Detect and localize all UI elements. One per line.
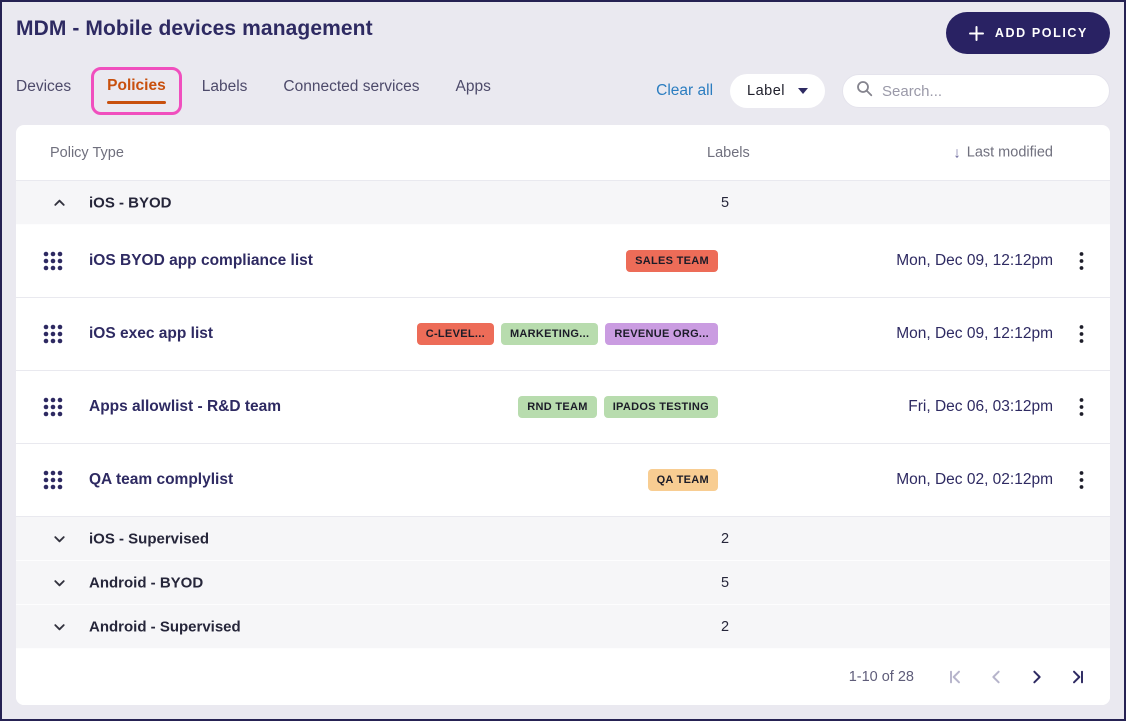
label-filter-value: Label	[747, 83, 785, 99]
group-name: Android - BYOD	[89, 574, 204, 591]
group-row[interactable]: Android - Supervised 2	[16, 605, 1110, 649]
expand-collapse-chevron-icon[interactable]	[52, 531, 67, 546]
group-name: iOS - Supervised	[89, 530, 210, 547]
last-modified-value: Fri, Dec 06, 03:12pm	[908, 398, 1053, 415]
label-badge: C-LEVEL...	[416, 323, 494, 345]
policy-row: iOS BYOD app compliance list SALES TEAM …	[16, 225, 1110, 298]
chevron-down-icon	[798, 88, 808, 94]
last-modified-label: Last modified	[966, 144, 1053, 161]
label-badges: C-LEVEL... MARKETING... REVENUE ORG...	[416, 323, 718, 345]
tab-policies[interactable]: Policies	[91, 67, 182, 115]
tab-active-underline	[456, 102, 491, 105]
tab-label: Connected services	[283, 77, 420, 95]
kebab-menu-icon[interactable]	[1077, 469, 1086, 492]
first-page-icon	[950, 670, 960, 684]
policy-row: Apps allowlist - R&D team RND TEAM IPADOS…	[16, 371, 1110, 444]
policies-table: Policy Type Labels ↓ Last modified iOS -…	[16, 125, 1110, 705]
group-row[interactable]: iOS - BYOD 5	[16, 181, 1110, 225]
group-label-count: 2	[720, 618, 730, 635]
tab-label: Policies	[107, 77, 166, 94]
tab-label: Apps	[455, 77, 491, 95]
tab-devices[interactable]: Devices	[16, 78, 71, 105]
page-header: MDM - Mobile devices management ADD POLI…	[2, 2, 1124, 62]
tab-active-underline	[202, 102, 248, 105]
policy-name-link[interactable]: Apps allowlist - R&D team	[89, 398, 282, 415]
label-filter-dropdown[interactable]: Label	[730, 74, 825, 108]
group-name: Android - Supervised	[89, 618, 241, 635]
table-header-row: Policy Type Labels ↓ Last modified	[16, 125, 1110, 181]
first-page-button[interactable]	[945, 667, 965, 687]
next-page-button[interactable]	[1027, 667, 1047, 687]
group-label-count: 2	[720, 530, 730, 547]
group-name: iOS - BYOD	[89, 194, 172, 211]
last-modified-value: Mon, Dec 02, 02:12pm	[896, 471, 1053, 488]
next-page-icon	[1033, 670, 1041, 684]
label-badge: IPADOS TESTING	[603, 396, 718, 418]
filter-controls: Clear all Label	[656, 74, 1110, 108]
page-title: MDM - Mobile devices management	[16, 17, 373, 40]
tab-active-underline	[16, 102, 71, 105]
last-page-button[interactable]	[1068, 667, 1088, 687]
column-header-policy-type[interactable]: Policy Type	[50, 144, 124, 161]
sort-descending-icon: ↓	[953, 144, 961, 161]
tab-bar: Devices Policies Labels Connected servic…	[16, 67, 491, 115]
label-badge: MARKETING...	[500, 323, 599, 345]
label-badges: RND TEAM IPADOS TESTING	[518, 396, 718, 418]
label-badge: REVENUE ORG...	[605, 323, 718, 345]
toolbar: Devices Policies Labels Connected servic…	[16, 62, 1110, 120]
last-modified-value: Mon, Dec 09, 12:12pm	[896, 325, 1053, 342]
policy-name-link[interactable]: iOS exec app list	[89, 325, 214, 342]
prev-page-icon	[992, 670, 1000, 684]
search-box[interactable]	[842, 74, 1110, 108]
tab-active-underline	[283, 102, 419, 105]
group-row[interactable]: iOS - Supervised 2	[16, 517, 1110, 561]
policy-row: iOS exec app list C-LEVEL... MARKETING...…	[16, 298, 1110, 371]
last-page-icon	[1073, 670, 1083, 684]
plus-icon	[968, 25, 985, 42]
drag-handle-icon[interactable]	[42, 396, 64, 418]
drag-handle-icon[interactable]	[42, 250, 64, 272]
policy-name-link[interactable]: iOS BYOD app compliance list	[89, 252, 313, 269]
group-row[interactable]: Android - BYOD 5	[16, 561, 1110, 605]
expand-collapse-chevron-icon[interactable]	[52, 619, 67, 634]
pagination-range: 1-10 of 28	[848, 669, 914, 685]
column-header-last-modified[interactable]: ↓ Last modified	[953, 144, 1053, 161]
search-icon	[856, 80, 873, 102]
search-input[interactable]	[882, 82, 1096, 100]
expand-collapse-chevron-icon[interactable]	[52, 575, 67, 590]
prev-page-button[interactable]	[986, 667, 1006, 687]
group-label-count: 5	[720, 574, 730, 591]
clear-all-link[interactable]: Clear all	[656, 82, 714, 99]
label-badges: SALES TEAM	[626, 250, 718, 272]
last-modified-value: Mon, Dec 09, 12:12pm	[896, 252, 1053, 269]
policy-name-link[interactable]: QA team complylist	[89, 471, 234, 488]
label-badges: QA TEAM	[647, 469, 718, 491]
table-footer: 1-10 of 28	[16, 649, 1110, 705]
label-badge: RND TEAM	[518, 396, 597, 418]
policy-row: QA team complylist QA TEAM Mon, Dec 02, …	[16, 444, 1110, 517]
group-label-count: 5	[720, 194, 730, 211]
add-policy-button[interactable]: ADD POLICY	[945, 12, 1110, 54]
tab-label: Labels	[201, 77, 248, 95]
kebab-menu-icon[interactable]	[1077, 396, 1086, 419]
tab-label: Devices	[16, 77, 72, 95]
kebab-menu-icon[interactable]	[1077, 250, 1086, 273]
tab-active-underline	[107, 101, 166, 104]
drag-handle-icon[interactable]	[42, 323, 64, 345]
expand-collapse-chevron-icon[interactable]	[52, 195, 67, 210]
tab-apps[interactable]: Apps	[456, 78, 491, 105]
tab-connected-services[interactable]: Connected services	[283, 78, 419, 105]
tab-labels[interactable]: Labels	[202, 78, 248, 105]
kebab-menu-icon[interactable]	[1077, 323, 1086, 346]
add-policy-label: ADD POLICY	[994, 26, 1088, 40]
label-badge: SALES TEAM	[626, 250, 718, 272]
drag-handle-icon[interactable]	[42, 469, 64, 491]
label-badge: QA TEAM	[647, 469, 718, 491]
column-header-labels[interactable]: Labels	[707, 144, 750, 161]
